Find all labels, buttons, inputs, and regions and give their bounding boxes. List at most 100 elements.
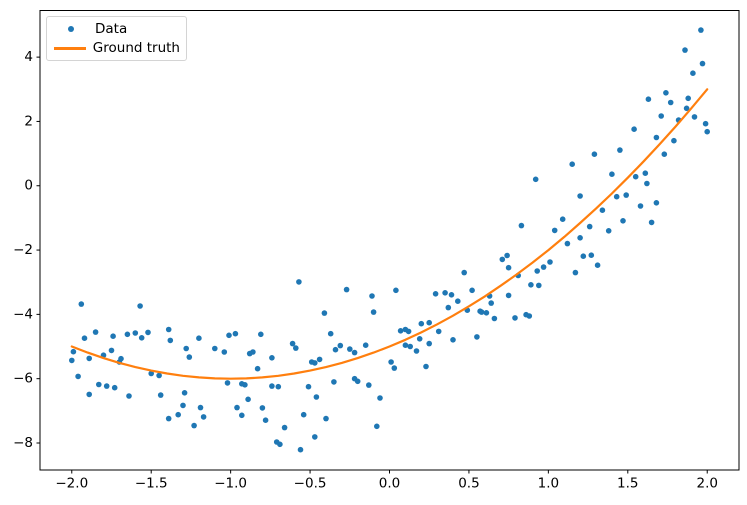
scatter-point: [183, 345, 189, 352]
scatter-point: [331, 379, 337, 385]
scatter-point: [254, 365, 261, 372]
scatter-point: [455, 298, 461, 305]
scatter-point: [407, 343, 414, 350]
scatter-point: [435, 328, 442, 335]
scatter-point: [296, 279, 302, 285]
scatter-point: [86, 391, 92, 398]
scatter-point: [617, 147, 623, 153]
legend-entry-ground-truth: Ground truth: [53, 39, 180, 58]
scatter-point: [103, 383, 110, 389]
legend-label-ground-truth: Ground truth: [92, 40, 180, 57]
scatter-point: [191, 422, 197, 429]
scatter-point: [312, 360, 318, 366]
scatter-point: [110, 333, 116, 340]
scatter-point: [354, 378, 361, 385]
x-tick-label: −1.0: [214, 476, 247, 492]
scatter-point: [461, 269, 468, 276]
y-tick-label: 0: [24, 178, 33, 194]
scatter-point: [564, 240, 571, 247]
scatter-point: [181, 390, 188, 396]
scatter-point: [157, 392, 164, 398]
scatter-point: [305, 383, 312, 390]
scatter-point: [637, 203, 644, 209]
scatter-point: [327, 330, 334, 337]
scatter-point: [653, 200, 660, 206]
scatter-point: [137, 303, 143, 309]
scatter-point: [667, 99, 674, 106]
scatter-point: [362, 342, 369, 349]
scatter-point: [526, 313, 533, 319]
scatter-point: [258, 331, 264, 338]
plot-border: [39, 10, 740, 471]
scatter-point: [366, 382, 372, 388]
scatter-point: [402, 342, 409, 349]
scatter-point: [405, 328, 412, 335]
data-scatter-series: [69, 27, 710, 453]
scatter-point: [70, 348, 77, 355]
scatter-point: [281, 424, 288, 431]
scatter-point: [323, 415, 329, 422]
x-tick-label: −2.0: [55, 476, 88, 492]
scatter-point: [671, 137, 677, 144]
scatter-point: [505, 264, 512, 271]
scatter-point: [370, 309, 377, 315]
scatter-point: [388, 359, 394, 365]
scatter-point: [259, 405, 266, 411]
data-marker-icon: [68, 25, 74, 32]
scatter-point: [245, 396, 251, 403]
scatter-point: [569, 161, 575, 167]
scatter-point: [124, 331, 131, 338]
scatter-point: [224, 380, 231, 386]
y-tick-label: −8: [13, 435, 33, 451]
scatter-point: [289, 340, 296, 347]
scatter-point: [332, 346, 339, 353]
scatter-point: [644, 180, 650, 187]
legend: Data Ground truth: [46, 16, 187, 61]
scatter-point: [572, 269, 579, 276]
scatter-point: [126, 393, 132, 399]
scatter-point: [682, 47, 688, 53]
ground-truth-line: [70, 88, 709, 380]
scatter-point: [594, 262, 601, 269]
scatter-point: [138, 335, 145, 341]
scatter-point: [559, 216, 566, 222]
scatter-point: [423, 363, 429, 370]
scatter-point: [180, 402, 186, 409]
scatter-point: [532, 176, 539, 183]
scatter-point: [580, 253, 587, 259]
scatter-point: [321, 310, 328, 316]
scatter-point: [108, 347, 115, 354]
scatter-point: [300, 411, 307, 418]
scatter-point: [450, 337, 456, 343]
scatter-point: [293, 345, 299, 351]
scatter-point: [226, 332, 232, 339]
scatter-point: [661, 151, 668, 157]
scatter-point: [186, 354, 193, 360]
scatter-point: [599, 207, 606, 213]
scatter-point: [269, 355, 275, 361]
scatter-point: [505, 292, 512, 299]
scatter-point: [418, 320, 425, 327]
scatter-point: [242, 382, 248, 388]
scatter-point: [200, 414, 207, 420]
scatter-point: [645, 96, 652, 102]
scatter-point: [78, 301, 85, 307]
scatter-point: [528, 282, 534, 288]
scatter-point: [432, 291, 439, 297]
scatter-point: [416, 336, 423, 342]
scatter-point: [337, 342, 344, 349]
scatter-point: [577, 235, 583, 241]
scatter-point: [165, 326, 172, 333]
scatter-point: [702, 120, 709, 127]
scatter-point: [196, 335, 202, 342]
scatter-point: [175, 411, 181, 418]
y-tick-label: −4: [13, 306, 33, 322]
scatter-point: [313, 394, 320, 400]
x-tick-label: −0.5: [294, 476, 327, 492]
x-tick-label: −1.5: [135, 476, 168, 492]
legend-handle: [53, 47, 87, 50]
scatter-point: [540, 264, 547, 270]
scatter-point: [426, 340, 433, 347]
scatter-point: [369, 293, 375, 299]
